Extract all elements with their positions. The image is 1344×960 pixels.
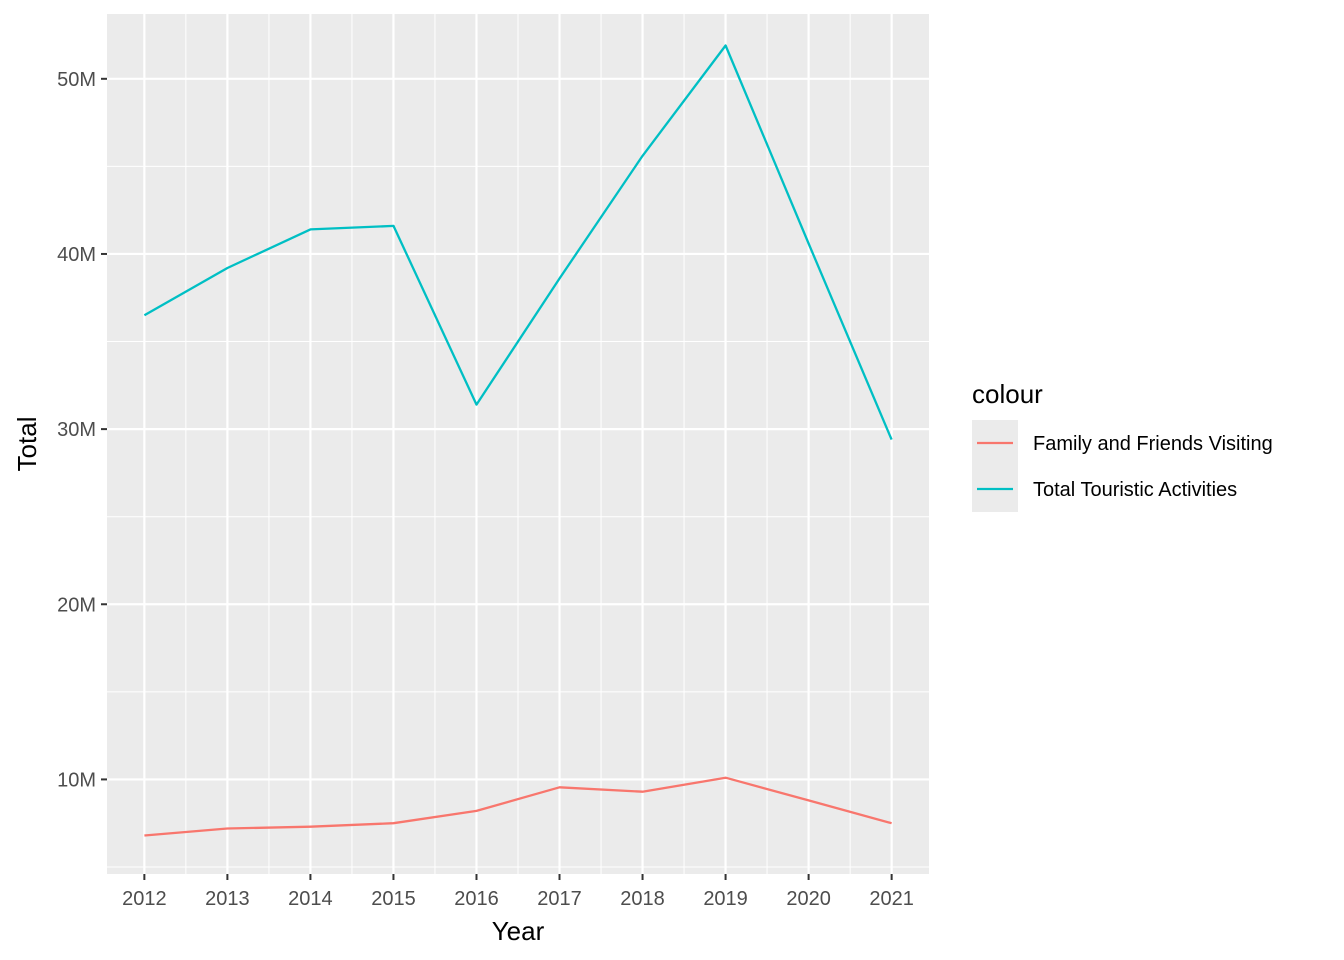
legend-label: Family and Friends Visiting	[1033, 433, 1273, 455]
y-axis: 10M 20M 30M 40M 50M	[57, 69, 107, 791]
y-tick-label: 10M	[57, 769, 96, 791]
y-tick-label: 50M	[57, 69, 96, 91]
x-tick-label: 2018	[620, 888, 665, 910]
x-tick-label: 2021	[869, 888, 914, 910]
series-line-1	[144, 776, 892, 837]
x-tick-label: 2012	[122, 888, 167, 910]
minor-gridlines	[107, 14, 929, 874]
x-tick-label: 2016	[454, 888, 499, 910]
y-tick-label: 20M	[57, 594, 96, 616]
y-tick-label: 30M	[57, 419, 96, 441]
x-tick-label: 2017	[537, 888, 582, 910]
legend-title: colour	[972, 379, 1043, 409]
x-tick-label: 2015	[371, 888, 416, 910]
x-tick-label: 2014	[288, 888, 333, 910]
x-axis-title: Year	[492, 916, 545, 946]
series-lines	[143, 44, 893, 837]
y-axis-title: Total	[12, 417, 42, 472]
x-tick-label: 2019	[703, 888, 748, 910]
major-gridlines	[107, 14, 929, 874]
series-line-2	[143, 44, 893, 441]
x-axis: 2012 2013 2014 2015 2016 2017 2018 2019 2020 2021	[122, 874, 914, 910]
legend: colour Family and Friends Visiting Total …	[972, 379, 1273, 512]
y-tick-label: 40M	[57, 244, 96, 266]
x-tick-label: 2013	[205, 888, 250, 910]
legend-label: Total Touristic Activities	[1033, 479, 1237, 501]
x-tick-label: 2020	[786, 888, 831, 910]
